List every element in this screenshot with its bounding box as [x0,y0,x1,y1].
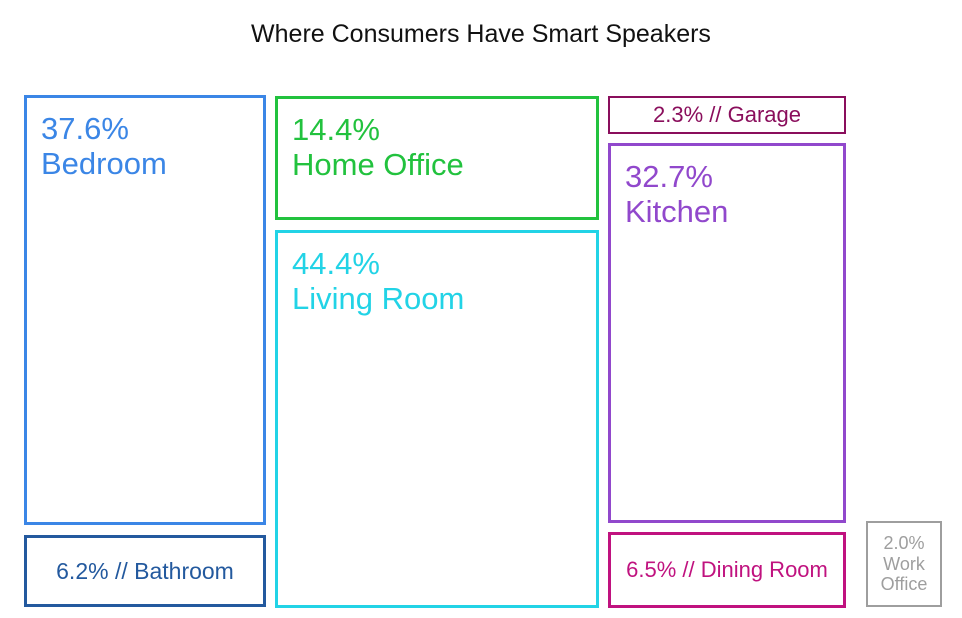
tile-garage: 2.3% // Garage [608,96,846,134]
tile-work-office-label-line-2: Office [880,574,928,595]
tile-living-room: 44.4% Living Room [275,230,599,608]
tile-bedroom: 37.6% Bedroom [24,95,266,525]
tile-bathroom-text: 6.2% // Bathroom [56,557,234,584]
tile-bathroom: 6.2% // Bathroom [24,535,266,607]
tile-kitchen-value: 32.7% [625,159,713,194]
tile-kitchen: 32.7% Kitchen [608,143,846,523]
tile-dining-room-text: 6.5% // Dining Room [626,557,828,582]
tile-kitchen-label: Kitchen [625,193,729,229]
tile-living-room-label: Living Room [292,280,465,316]
tile-bedroom-label: Bedroom [41,145,167,181]
tile-bedroom-value: 37.6% [41,111,129,146]
tile-home-office: 14.4% Home Office [275,96,599,220]
chart-title: Where Consumers Have Smart Speakers [251,20,711,48]
tile-work-office-label-line-1: Work [883,553,925,574]
tile-work-office: 2.0% Work Office [866,521,942,607]
tile-dining-room: 6.5% // Dining Room [608,532,846,608]
tile-work-office-value: 2.0% [883,532,925,553]
tile-living-room-value: 44.4% [292,246,380,281]
tile-home-office-label: Home Office [292,146,464,182]
tile-home-office-value: 14.4% [292,112,380,147]
tile-garage-text: 2.3% // Garage [653,102,801,127]
